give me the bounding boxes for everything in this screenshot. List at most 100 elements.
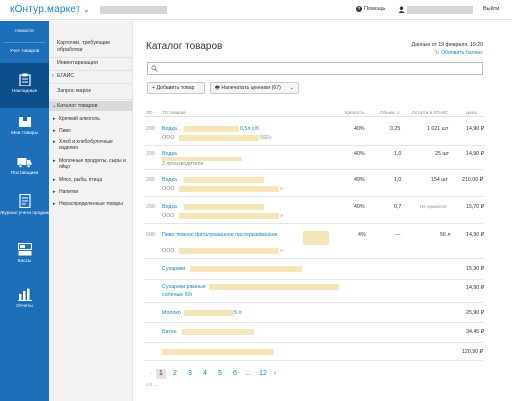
chevron-down-icon: ⌄ xyxy=(289,85,294,91)
organization-name[interactable] xyxy=(100,6,167,14)
table-header: ЛО ТЛ товаров Крепость Объем, л Остаток … xyxy=(144,109,484,117)
nav-separator xyxy=(4,42,45,43)
stock-value: 56 л xyxy=(440,232,451,238)
bullet-icon: ▸ xyxy=(53,177,56,183)
refresh-balance-link[interactable]: ↻ Обновить баланс xyxy=(435,50,483,56)
nav-label: Учет товаров xyxy=(9,49,40,54)
nav-label: Отчеты xyxy=(16,304,33,309)
bullet-icon: ▸ xyxy=(53,139,56,145)
redacted-text xyxy=(162,157,242,161)
product-name[interactable]: Пиво темное фильтрованное пастеризованно… xyxy=(162,232,278,238)
producer-suffix: » xyxy=(280,186,283,192)
app-logo[interactable]: кОнтур.маркет xyxy=(10,4,81,15)
stock-value: Не хранится xyxy=(420,204,447,209)
submenu-subitem-label: Молочные продукты, сыры и яйцо xyxy=(59,158,126,170)
search-icon xyxy=(151,65,158,72)
help-icon: ? xyxy=(356,6,362,12)
clipboard-icon xyxy=(18,73,31,86)
bullet-icon: ▸ xyxy=(53,189,56,195)
nav-item-my-goods[interactable]: Мои товары xyxy=(0,116,49,137)
nav-item-invoices[interactable]: Накладные xyxy=(0,63,49,108)
table-row[interactable]: 200 Водка 0,5л с/б ООО 592» 40% 0,25 1 0… xyxy=(144,122,484,146)
submenu-subitem[interactable]: ▸ Нераспределенные товары xyxy=(49,201,129,207)
redacted-text xyxy=(162,349,274,355)
redacted-text xyxy=(179,248,279,254)
table-row[interactable]: 500 Пиво темное фильтрованное пастеризов… xyxy=(144,225,484,259)
journal-icon xyxy=(18,194,31,208)
logout-link[interactable]: Выйти xyxy=(483,6,500,12)
submenu-item-egais[interactable]: › ЕГАИС xyxy=(49,73,133,80)
table-row[interactable]: 200 Водка ООО » 40% 1,0 154 шт 210,00 ₽ xyxy=(144,171,484,197)
data-timestamp: Данные от 19 февраля, 19:20 xyxy=(411,42,483,48)
volume-value: 0,7 xyxy=(394,204,402,210)
print-price-tags-button[interactable]: 🖶 Напечатать ценники (67) ⌄ xyxy=(210,82,299,94)
product-name[interactable]: Водка xyxy=(162,126,177,132)
table-row[interactable]: Сухарики 15,90 ₽ xyxy=(144,260,484,280)
product-name[interactable]: Водка xyxy=(162,151,177,157)
row-id: 200 xyxy=(146,204,155,210)
redacted-text xyxy=(303,231,329,245)
user-name[interactable] xyxy=(407,6,473,14)
nav-item-registers[interactable]: Кассы xyxy=(0,243,49,265)
nav-item-goods-accounting[interactable]: Учет товаров xyxy=(0,49,49,55)
submenu-item-inventory[interactable]: Инвентаризация xyxy=(57,60,98,66)
submenu-subitem[interactable]: ▸ Хлеб и хлебобулочные изделия xyxy=(49,139,129,151)
product-name[interactable]: Батон xyxy=(162,329,177,335)
submenu-subitem[interactable]: ▸ Молочные продукты, сыры и яйцо xyxy=(49,158,129,170)
redacted-text xyxy=(179,186,279,192)
table-row[interactable]: 200 Водка 2 производителя 40% 1,0 25 шт … xyxy=(144,147,484,170)
submenu-subitem[interactable]: ▸ Мясо, рыба, птица xyxy=(49,177,133,183)
help-label: Помощь xyxy=(364,6,386,12)
column-header: Цена xyxy=(466,110,477,115)
submenu-subitem[interactable]: ▸ Пиво xyxy=(49,128,133,134)
page-button[interactable]: 1 xyxy=(156,369,166,379)
product-name[interactable]: Водка xyxy=(162,204,177,210)
price-value: 14,90 ₽ xyxy=(466,151,485,157)
submenu-item-catalog[interactable]: ⌄ Каталог товаров xyxy=(49,101,133,111)
submenu-label: Каталог товаров xyxy=(57,103,98,109)
redacted-text xyxy=(184,310,234,316)
table-row[interactable]: Батон 34,45 ₽ xyxy=(144,324,484,343)
product-name[interactable]: Молоко xyxy=(162,310,181,316)
nav-item-suppliers[interactable]: Поставщики xyxy=(0,157,49,177)
table-row[interactable]: Сухарики ржаные соленые 60г 14,90 ₽ xyxy=(144,281,484,303)
nav-item-reports[interactable]: Отчеты xyxy=(0,288,49,310)
row-id: 200 xyxy=(146,151,155,157)
pagination-hint: ctrl → xyxy=(146,382,158,387)
page-button[interactable]: 12 xyxy=(259,370,267,377)
add-product-button[interactable]: + Добавить товар xyxy=(147,82,205,94)
prev-page-button[interactable]: ‹ xyxy=(150,371,152,377)
help-link[interactable]: ? Помощь xyxy=(356,6,385,12)
submenu-subitem[interactable]: ▸ Крепкий алкоголь xyxy=(49,116,133,122)
table-row[interactable]: Молоко 5 л 25,90 ₽ xyxy=(144,304,484,323)
page-button[interactable]: 5 xyxy=(218,370,222,377)
product-name[interactable]: Сухарики xyxy=(162,266,186,272)
stock-value: 25 шт xyxy=(435,151,450,157)
table-row[interactable]: 120,90 ₽ xyxy=(144,344,484,361)
product-name[interactable]: Водка xyxy=(162,177,177,183)
product-name[interactable]: Сухарики ржаные xyxy=(162,284,206,290)
chevron-down-icon[interactable]: ⌄ xyxy=(83,5,90,14)
top-divider xyxy=(77,4,78,16)
submenu-subitem[interactable]: ▸ Напитки xyxy=(49,189,133,195)
section-submenu: Карточки, требующие обработки Инвентариз… xyxy=(49,21,133,401)
column-header: Объем, л xyxy=(380,110,400,115)
product-name-suffix: 0,5л с/б xyxy=(240,126,260,132)
nav-label: Мои товары xyxy=(11,131,38,136)
table-row[interactable]: 200 Водка ООО » 40% 0,7 Не хранится 15,7… xyxy=(144,198,484,224)
nav-label: Кассы xyxy=(17,259,32,264)
search-input[interactable] xyxy=(147,62,483,75)
producer-name: ООО xyxy=(162,135,175,141)
chevron-right-icon: › xyxy=(52,73,54,79)
strength-value: 40% xyxy=(354,177,365,183)
nav-item-news[interactable]: Новости xyxy=(0,29,49,35)
price-value: 210,00 ₽ xyxy=(462,177,484,183)
page-button[interactable]: 2 xyxy=(173,370,177,377)
submenu-item-cards[interactable]: Карточки, требующие обработки xyxy=(57,40,111,53)
next-page-button[interactable]: › xyxy=(273,370,277,377)
nav-item-sales-journal[interactable]: Журнал учета продаж xyxy=(0,194,49,217)
page-button[interactable]: 4 xyxy=(203,370,207,377)
submenu-item-mark-request[interactable]: Запрос марок xyxy=(57,88,91,94)
page-button[interactable]: 6 xyxy=(233,370,237,377)
page-button[interactable]: 3 xyxy=(188,370,192,377)
